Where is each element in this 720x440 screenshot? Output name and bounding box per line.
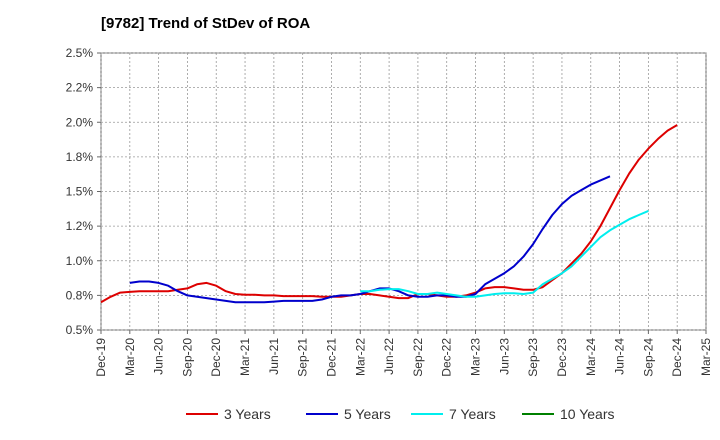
x-tick-label: Jun-22 (382, 338, 396, 375)
series-lines (100, 124, 678, 304)
x-tick-label: Mar-21 (238, 338, 252, 376)
plot-area (100, 52, 707, 331)
x-tick-label: Jun-20 (152, 338, 166, 375)
x-tick-label: Sep-24 (641, 338, 655, 377)
x-tick-label: Dec-19 (94, 338, 108, 377)
legend: 3 Years 5 Years 7 Years 10 Years (186, 406, 615, 422)
grid-lines (100, 52, 707, 331)
x-tick-label: Dec-23 (555, 338, 569, 377)
x-tick-label: Sep-23 (526, 338, 540, 377)
x-tick-label: Mar-23 (469, 338, 483, 376)
y-axis: 0.5% 0.8% 1.0% 1.2% 1.5% 1.8% 2.0% 2.2% 2.5% (66, 46, 101, 337)
series-line-3-years (100, 124, 678, 304)
x-tick-label: Jun-24 (613, 338, 627, 375)
x-tick-label: Sep-22 (411, 338, 425, 377)
x-tick-label: Mar-22 (353, 338, 367, 376)
x-tick-label: Jun-23 (497, 338, 511, 375)
legend-label: 7 Years (449, 406, 496, 422)
x-tick-label: Mar-25 (699, 338, 713, 376)
y-tick-label: 0.8% (66, 288, 94, 302)
y-tick-label: 2.5% (66, 46, 94, 60)
y-tick-label: 1.5% (66, 185, 94, 199)
y-tick-label: 2.2% (66, 81, 94, 95)
x-tick-label: Mar-20 (123, 338, 137, 376)
chart-title: [9782] Trend of StDev of ROA (101, 15, 311, 32)
series-line-7-years (360, 209, 649, 298)
x-tick-label: Dec-20 (209, 338, 223, 377)
x-tick-label: Dec-22 (440, 338, 454, 377)
x-tick-label: Dec-21 (324, 338, 338, 377)
x-tick-label: Jun-21 (267, 338, 281, 375)
y-tick-label: 1.0% (66, 254, 94, 268)
plot-background (101, 53, 706, 330)
y-tick-label: 2.0% (66, 115, 94, 129)
x-tick-label: Sep-21 (296, 338, 310, 377)
x-axis: Dec-19 Mar-20 Jun-20 Sep-20 Dec-20 Mar-21 Jun-… (94, 330, 713, 377)
y-tick-label: 0.5% (66, 323, 94, 337)
y-tick-label: 1.2% (66, 219, 94, 233)
x-tick-label: Dec-24 (670, 338, 684, 377)
legend-label: 5 Years (344, 406, 391, 422)
y-tick-label: 1.8% (66, 150, 94, 164)
x-tick-label: Sep-20 (180, 338, 194, 377)
legend-label: 10 Years (560, 406, 615, 422)
x-tick-label: Mar-24 (584, 338, 598, 376)
legend-label: 3 Years (224, 406, 271, 422)
